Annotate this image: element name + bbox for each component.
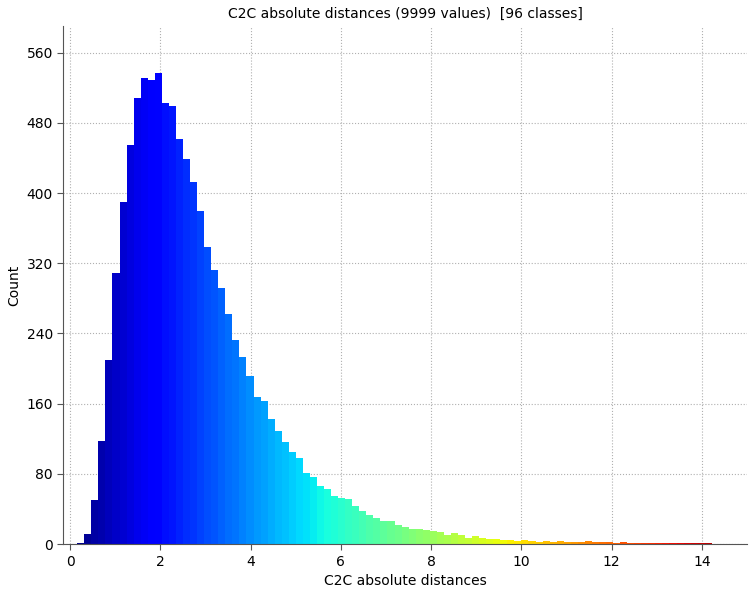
- Bar: [423, 530, 430, 544]
- Bar: [543, 541, 550, 544]
- Bar: [676, 543, 684, 544]
- Bar: [77, 543, 84, 544]
- Bar: [296, 458, 303, 544]
- Bar: [148, 80, 155, 544]
- Bar: [472, 536, 479, 544]
- Bar: [141, 78, 148, 544]
- Bar: [324, 488, 331, 544]
- Bar: [437, 532, 444, 544]
- Bar: [444, 536, 451, 544]
- Bar: [691, 543, 697, 544]
- Bar: [529, 541, 535, 544]
- Bar: [556, 541, 564, 544]
- Title: C2C absolute distances (9999 values)  [96 classes]: C2C absolute distances (9999 values) [96…: [228, 7, 583, 21]
- Bar: [642, 543, 648, 544]
- Bar: [211, 270, 218, 544]
- Bar: [465, 538, 472, 544]
- Y-axis label: Count: Count: [7, 265, 21, 306]
- Bar: [571, 542, 578, 544]
- Bar: [352, 506, 359, 544]
- Bar: [261, 401, 268, 544]
- Bar: [84, 534, 91, 544]
- Bar: [366, 515, 373, 544]
- Bar: [493, 539, 501, 544]
- Bar: [112, 273, 120, 544]
- Bar: [91, 500, 98, 544]
- Bar: [197, 211, 204, 544]
- Bar: [522, 540, 529, 544]
- Bar: [514, 541, 522, 544]
- Bar: [106, 360, 112, 544]
- Bar: [225, 314, 232, 544]
- Bar: [578, 542, 585, 544]
- Bar: [535, 542, 543, 544]
- Bar: [331, 496, 338, 544]
- Bar: [620, 542, 627, 544]
- Bar: [402, 527, 409, 544]
- Bar: [120, 202, 127, 544]
- Bar: [606, 542, 613, 544]
- Bar: [240, 357, 247, 544]
- Bar: [183, 159, 190, 544]
- Bar: [451, 533, 458, 544]
- Bar: [613, 543, 620, 544]
- Bar: [501, 540, 507, 544]
- Bar: [486, 539, 493, 544]
- X-axis label: C2C absolute distances: C2C absolute distances: [324, 574, 486, 588]
- Bar: [627, 543, 634, 544]
- Bar: [218, 288, 225, 544]
- Bar: [655, 543, 663, 544]
- Bar: [345, 499, 352, 544]
- Bar: [430, 531, 437, 544]
- Bar: [133, 98, 141, 544]
- Bar: [155, 73, 162, 544]
- Bar: [127, 145, 133, 544]
- Bar: [564, 542, 571, 544]
- Bar: [634, 543, 642, 544]
- Bar: [303, 473, 310, 544]
- Bar: [359, 511, 366, 544]
- Bar: [98, 440, 106, 544]
- Bar: [247, 375, 253, 544]
- Bar: [705, 543, 712, 544]
- Bar: [381, 521, 388, 544]
- Bar: [648, 543, 655, 544]
- Bar: [394, 525, 402, 544]
- Bar: [458, 536, 465, 544]
- Bar: [684, 543, 691, 544]
- Bar: [599, 542, 606, 544]
- Bar: [373, 518, 381, 544]
- Bar: [409, 529, 415, 544]
- Bar: [415, 529, 423, 544]
- Bar: [268, 419, 274, 544]
- Bar: [190, 181, 197, 544]
- Bar: [289, 452, 296, 544]
- Bar: [317, 486, 324, 544]
- Bar: [592, 542, 599, 544]
- Bar: [232, 340, 240, 544]
- Bar: [479, 538, 486, 544]
- Bar: [670, 543, 676, 544]
- Bar: [204, 248, 211, 544]
- Bar: [169, 106, 176, 544]
- Bar: [388, 521, 394, 544]
- Bar: [162, 102, 169, 544]
- Bar: [663, 543, 670, 544]
- Bar: [338, 497, 345, 544]
- Bar: [507, 540, 514, 544]
- Bar: [310, 477, 317, 544]
- Bar: [176, 139, 183, 544]
- Bar: [585, 541, 592, 544]
- Bar: [253, 397, 261, 544]
- Bar: [274, 431, 282, 544]
- Bar: [550, 542, 556, 544]
- Bar: [697, 543, 705, 544]
- Bar: [282, 442, 289, 544]
